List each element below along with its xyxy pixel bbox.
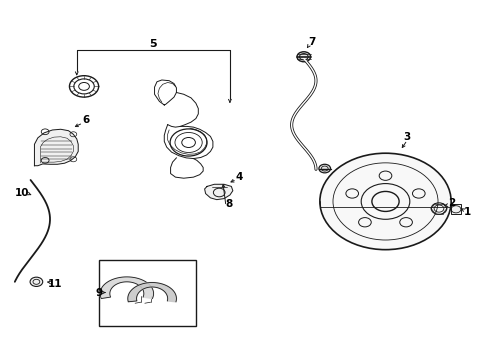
Text: 5: 5 [149, 39, 157, 49]
Polygon shape [34, 129, 78, 166]
Polygon shape [100, 277, 153, 298]
Text: 6: 6 [82, 115, 90, 125]
Text: 1: 1 [463, 207, 470, 217]
Text: 8: 8 [225, 199, 232, 209]
Text: 7: 7 [307, 37, 315, 48]
Text: 3: 3 [403, 132, 410, 142]
Text: 2: 2 [447, 198, 455, 208]
Circle shape [296, 52, 310, 62]
Bar [450, 204, 460, 214]
Text: 9: 9 [95, 288, 102, 297]
Polygon shape [204, 184, 232, 200]
Polygon shape [127, 283, 176, 302]
Circle shape [30, 277, 42, 287]
Circle shape [318, 164, 330, 173]
Text: 10: 10 [15, 188, 29, 198]
Text: 11: 11 [47, 279, 62, 289]
Circle shape [319, 153, 450, 249]
Text: 4: 4 [236, 172, 243, 182]
Bar [99, 260, 196, 327]
